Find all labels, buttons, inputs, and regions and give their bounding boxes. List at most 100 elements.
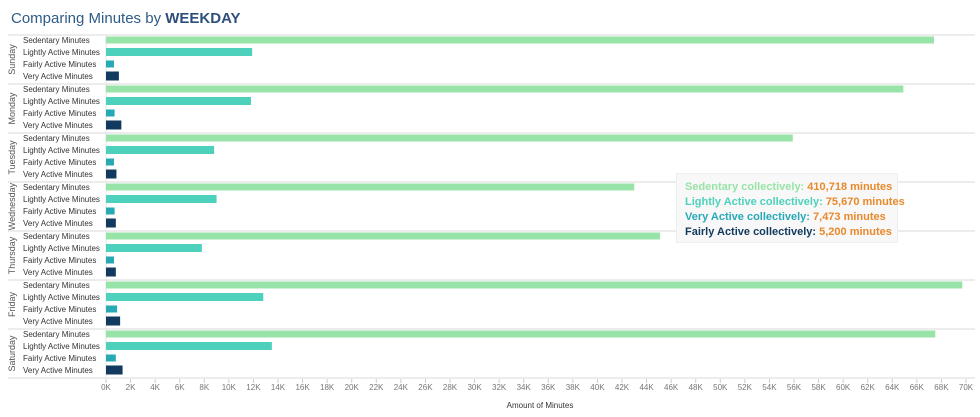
summary-tooltip: Sedentary collectively: 410,718 minutes …: [676, 173, 905, 243]
category-label: Very Active Minutes: [23, 366, 93, 375]
bar: [106, 316, 121, 326]
tooltip-row-sedentary: Sedentary collectively: 410,718 minutes: [685, 180, 897, 195]
x-tick-label: 70K: [959, 383, 974, 392]
bar: [106, 218, 116, 228]
category-label: Lightly Active Minutes: [23, 244, 100, 253]
category-label: Fairly Active Minutes: [23, 60, 96, 69]
bar: [106, 354, 116, 362]
tooltip-value: 5,200 minutes: [819, 226, 892, 238]
day-label: Wednesday: [7, 182, 17, 230]
x-tick-label: 16K: [295, 383, 310, 392]
category-label: Fairly Active Minutes: [23, 158, 96, 167]
category-label: Very Active Minutes: [23, 121, 93, 130]
category-label: Sedentary Minutes: [23, 330, 90, 339]
tooltip-value: 410,718 minutes: [807, 181, 893, 193]
category-label: Sedentary Minutes: [23, 85, 90, 94]
category-label: Lightly Active Minutes: [23, 293, 100, 302]
category-label: Fairly Active Minutes: [23, 109, 96, 118]
bar: [106, 232, 661, 240]
category-label: Sedentary Minutes: [23, 183, 90, 192]
category-label: Sedentary Minutes: [23, 232, 90, 241]
x-tick-label: 62K: [861, 383, 876, 392]
tooltip-row-lightly: Lightly Active collectively: 75,670 minu…: [685, 195, 905, 210]
bar: [106, 365, 123, 375]
x-tick-label: 68K: [934, 383, 949, 392]
bar: [106, 71, 119, 81]
x-tick-label: 36K: [541, 383, 556, 392]
x-tick-label: 18K: [320, 383, 335, 392]
chart-title: Comparing Minutes by WEEKDAY: [11, 10, 241, 27]
x-tick-label: 20K: [345, 383, 360, 392]
bar: [106, 97, 251, 105]
day-label: Thursday: [7, 236, 17, 274]
x-tick-label: 40K: [590, 383, 605, 392]
category-label: Fairly Active Minutes: [23, 207, 96, 216]
category-label: Sedentary Minutes: [23, 281, 90, 290]
day-label: Monday: [7, 92, 17, 125]
bar: [106, 244, 202, 252]
tooltip-label: Lightly Active collectively:: [685, 196, 823, 208]
category-label: Fairly Active Minutes: [23, 354, 96, 363]
category-label: Fairly Active Minutes: [23, 305, 96, 314]
x-tick-label: 60K: [836, 383, 851, 392]
x-tick-label: 22K: [369, 383, 384, 392]
tooltip-value: 7,473 minutes: [813, 211, 886, 223]
x-tick-label: 14K: [271, 383, 286, 392]
x-tick-label: 50K: [713, 383, 728, 392]
bar: [106, 183, 635, 191]
x-tick-label: 56K: [787, 383, 802, 392]
tooltip-label: Fairly Active collectively:: [685, 226, 817, 238]
tooltip-label: Sedentary collectively:: [685, 181, 805, 193]
bar: [106, 48, 253, 56]
x-tick-label: 48K: [689, 383, 704, 392]
bar: [106, 85, 904, 93]
bar: [106, 207, 115, 215]
day-label: Friday: [7, 292, 17, 318]
category-label: Lightly Active Minutes: [23, 48, 100, 57]
x-tick-label: 4K: [150, 383, 160, 392]
category-label: Sedentary Minutes: [23, 134, 90, 143]
x-tick-label: 26K: [418, 383, 433, 392]
x-tick-label: 2K: [126, 383, 136, 392]
category-label: Sedentary Minutes: [23, 36, 90, 45]
chart-title-emphasis: WEEKDAY: [165, 10, 241, 27]
x-tick-label: 52K: [738, 383, 753, 392]
x-tick-label: 12K: [246, 383, 261, 392]
category-label: Very Active Minutes: [23, 317, 93, 326]
tooltip-row-very: Very Active collectively: 7,473 minutes: [685, 210, 897, 225]
category-label: Very Active Minutes: [23, 170, 93, 179]
x-tick-label: 30K: [467, 383, 482, 392]
bar: [106, 342, 272, 350]
x-tick-label: 54K: [762, 383, 777, 392]
tooltip-label: Very Active collectively:: [685, 211, 810, 223]
bar: [106, 330, 936, 338]
x-tick-label: 34K: [517, 383, 532, 392]
bar: [106, 281, 963, 289]
x-tick-label: 28K: [443, 383, 458, 392]
category-label: Lightly Active Minutes: [23, 97, 100, 106]
bar: [106, 305, 118, 313]
tooltip-row-fairly: Fairly Active collectively: 5,200 minute…: [685, 225, 897, 240]
bar: [106, 293, 264, 301]
x-tick-label: 66K: [910, 383, 925, 392]
category-label: Very Active Minutes: [23, 268, 93, 277]
day-label: Sunday: [7, 44, 17, 75]
x-tick-label: 6K: [175, 383, 185, 392]
x-tick-label: 58K: [811, 383, 826, 392]
day-label: Tuesday: [7, 140, 17, 175]
bar: [106, 36, 935, 44]
x-tick-label: 38K: [566, 383, 581, 392]
bar: [106, 195, 217, 203]
x-tick-label: 32K: [492, 383, 507, 392]
x-tick-label: 42K: [615, 383, 630, 392]
x-tick-label: 0K: [101, 383, 111, 392]
bar: [106, 134, 793, 142]
x-tick-label: 8K: [199, 383, 209, 392]
category-label: Lightly Active Minutes: [23, 342, 100, 351]
category-label: Very Active Minutes: [23, 219, 93, 228]
category-label: Lightly Active Minutes: [23, 146, 100, 155]
bar: [106, 60, 114, 68]
bar: [106, 267, 116, 277]
category-label: Fairly Active Minutes: [23, 256, 96, 265]
